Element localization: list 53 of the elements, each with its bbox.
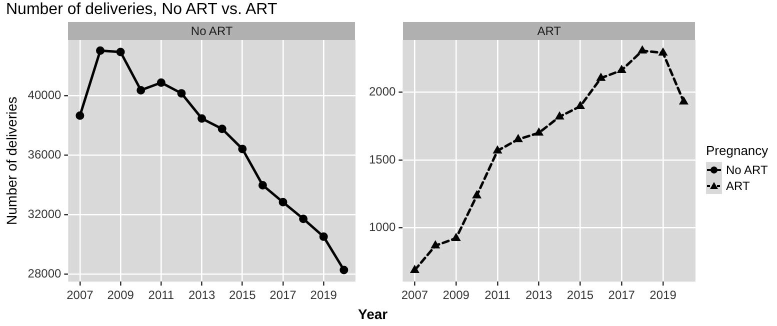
point (556, 112, 564, 120)
x-tick-label: 2011 (148, 288, 174, 302)
legend-title: Pregnancy (706, 143, 768, 158)
point (340, 266, 348, 274)
x-tick-label: 2015 (229, 288, 256, 302)
point (432, 241, 440, 248)
x-tick-label: 2013 (188, 288, 216, 302)
point (680, 97, 688, 104)
x-tick-label: 2013 (526, 288, 553, 302)
point (278, 198, 288, 206)
x-tick-label: 2019 (310, 288, 338, 302)
point (638, 46, 646, 54)
y-tick-label: 36000 (28, 148, 62, 162)
legend-label: ART (726, 179, 750, 193)
y-tick-label: 28000 (28, 266, 62, 281)
chart-subtitle: ART (402, 22, 696, 40)
point (177, 89, 186, 98)
y-tick-label: 2000 (368, 84, 396, 99)
chart-subtitle: No ART (68, 22, 356, 40)
point (659, 48, 667, 56)
point (410, 266, 419, 273)
point (472, 191, 481, 198)
point (198, 114, 206, 123)
point (156, 78, 166, 87)
y-tick-label: 40000 (28, 88, 62, 102)
x-tick-label: 2019 (650, 288, 677, 302)
y-tick-label: 1500 (368, 152, 396, 166)
y-axis-title: Number of deliveries (3, 96, 20, 225)
x-tick-label: 2011 (484, 288, 511, 302)
legend-label: No ART (726, 163, 768, 177)
point (258, 180, 267, 190)
point (238, 144, 247, 154)
x-tick-label: 2009 (442, 288, 470, 302)
point (116, 48, 125, 56)
point (96, 46, 105, 55)
x-axis-title: Year (358, 306, 388, 322)
point (76, 111, 84, 120)
point (136, 86, 146, 94)
x-tick-label: 2017 (270, 288, 297, 302)
chart-title: Number of deliveries, No ART vs. ART (6, 1, 278, 19)
point (618, 66, 626, 73)
x-tick-label: 2007 (401, 288, 428, 302)
y-tick-label: 1000 (368, 220, 396, 234)
x-tick-label: 2017 (608, 288, 636, 302)
x-tick-label: 2007 (66, 288, 94, 302)
x-tick-label: 2009 (107, 288, 134, 302)
point (319, 232, 328, 241)
point (218, 124, 226, 134)
x-tick-label: 2015 (566, 288, 594, 302)
point (452, 234, 460, 241)
point (597, 74, 605, 81)
y-tick-label: 32000 (28, 207, 62, 222)
point (299, 214, 308, 224)
